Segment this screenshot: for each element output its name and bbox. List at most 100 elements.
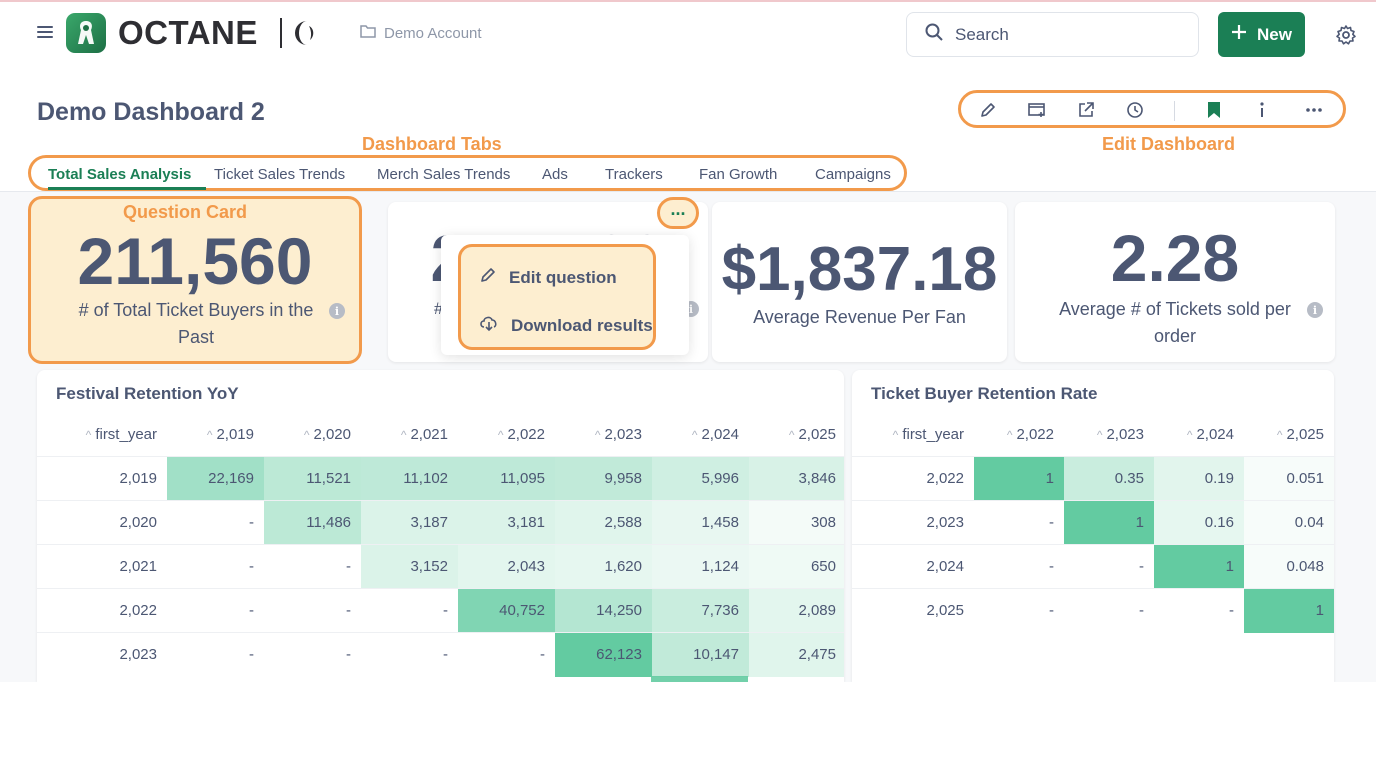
row-label[interactable]: 2,019: [119, 470, 157, 487]
row-label[interactable]: 2,023: [926, 514, 964, 531]
row-label[interactable]: 2,025: [926, 602, 964, 619]
festival-retention-card[interactable]: Festival Retention YoY ^ first_year ^ 2,019…: [37, 370, 844, 682]
share-icon[interactable]: [1075, 100, 1097, 120]
pencil-icon[interactable]: [977, 100, 999, 120]
column-header[interactable]: ^ 2,020: [264, 426, 351, 443]
column-header[interactable]: ^ 2,024: [652, 426, 739, 443]
column-header[interactable]: ^ 2,025: [1244, 426, 1324, 443]
table-cell[interactable]: 3,846: [749, 457, 844, 501]
column-header[interactable]: ^ 2,022: [458, 426, 545, 443]
question-card[interactable]: $1,837.18 Average Revenue Per Fan: [712, 202, 1007, 362]
table-cell[interactable]: 0.04: [1244, 501, 1334, 545]
row-label[interactable]: 2,020: [119, 514, 157, 531]
table-cell[interactable]: 2,588: [555, 501, 652, 545]
table-cell[interactable]: 22,169: [167, 457, 264, 501]
table-cell[interactable]: -: [540, 646, 545, 663]
row-label[interactable]: 2,022: [926, 470, 964, 487]
table-cell[interactable]: -: [249, 558, 254, 575]
table-cell[interactable]: -: [1049, 514, 1054, 531]
tab-fan-growth[interactable]: Fan Growth: [699, 166, 778, 183]
table-cell[interactable]: 0.35: [1064, 457, 1154, 501]
tab-total-sales-analysis[interactable]: Total Sales Analysis: [48, 166, 192, 183]
search-input[interactable]: Search: [906, 12, 1199, 57]
table-cell[interactable]: 5,996: [652, 457, 749, 501]
table-cell[interactable]: 62,123: [555, 633, 652, 677]
table-cell[interactable]: 1: [974, 457, 1064, 501]
table-cell[interactable]: 650: [749, 545, 844, 589]
table-cell[interactable]: -: [249, 646, 254, 663]
more-icon[interactable]: [1303, 100, 1325, 120]
column-header[interactable]: ^ 2,023: [555, 426, 642, 443]
info-icon[interactable]: [1251, 100, 1273, 120]
table-cell[interactable]: 0.19: [1154, 457, 1244, 501]
tab-trackers[interactable]: Trackers: [605, 166, 663, 183]
new-button[interactable]: New: [1218, 12, 1305, 57]
retention-rate-card[interactable]: Ticket Buyer Retention Rate ^ first_year ^…: [852, 370, 1334, 682]
table-cell[interactable]: 1,620: [555, 545, 652, 589]
info-icon[interactable]: i: [1307, 302, 1323, 318]
row-label[interactable]: 2,021: [119, 558, 157, 575]
table-cell[interactable]: 1,124: [652, 545, 749, 589]
table-cell[interactable]: -: [249, 602, 254, 619]
table-cell[interactable]: 11,521: [264, 457, 361, 501]
table-cell[interactable]: 11,102: [361, 457, 458, 501]
table-cell[interactable]: 2,089: [749, 589, 844, 633]
table-cell[interactable]: -: [249, 514, 254, 531]
table-cell[interactable]: 0.048: [1244, 545, 1334, 589]
table-cell[interactable]: 10,147: [652, 633, 749, 677]
table-cell[interactable]: -: [443, 602, 448, 619]
row-label[interactable]: 2,024: [926, 558, 964, 575]
tab-ticket-sales-trends[interactable]: Ticket Sales Trends: [214, 166, 346, 183]
table-cell[interactable]: -: [1139, 602, 1144, 619]
row-label[interactable]: 2,022: [119, 602, 157, 619]
table-cell[interactable]: 308: [749, 501, 844, 545]
table-cell[interactable]: 14,250: [555, 589, 652, 633]
table-cell[interactable]: 1: [1064, 501, 1154, 545]
breadcrumb[interactable]: Demo Account: [360, 24, 482, 42]
table-cell[interactable]: -: [1139, 558, 1144, 575]
table-cell[interactable]: 3,187: [361, 501, 458, 545]
edit-question-item[interactable]: Edit question: [479, 266, 617, 289]
column-header[interactable]: ^ first_year: [852, 426, 964, 443]
table-cell[interactable]: 3,152: [361, 545, 458, 589]
column-header[interactable]: ^ 2,021: [361, 426, 448, 443]
column-header[interactable]: ^ 2,024: [1154, 426, 1234, 443]
tab-merch-sales-trends[interactable]: Merch Sales Trends: [377, 166, 511, 183]
bookmark-icon[interactable]: [1203, 100, 1225, 120]
history-icon[interactable]: [1124, 100, 1146, 120]
table-cell[interactable]: -: [1049, 558, 1054, 575]
column-header[interactable]: ^ 2,025: [749, 426, 836, 443]
table-cell[interactable]: 0.16: [1154, 501, 1244, 545]
download-results-item[interactable]: Download results: [479, 314, 653, 337]
card-menu-button[interactable]: ...: [657, 197, 699, 229]
table-cell[interactable]: -: [443, 646, 448, 663]
table-cell[interactable]: 1: [1244, 589, 1334, 633]
table-cell[interactable]: 2,475: [749, 633, 844, 677]
table-cell[interactable]: -: [1229, 602, 1234, 619]
table-cell[interactable]: 40,752: [458, 589, 555, 633]
table-cell[interactable]: -: [346, 558, 351, 575]
table-cell[interactable]: 2,043: [458, 545, 555, 589]
column-header[interactable]: ^ 2,019: [167, 426, 254, 443]
subscription-icon[interactable]: [1026, 100, 1048, 120]
menu-icon[interactable]: [37, 26, 53, 40]
table-cell[interactable]: 9,958: [555, 457, 652, 501]
table-cell[interactable]: -: [1049, 602, 1054, 619]
question-card[interactable]: Question Card 211,560 # of Total Ticket …: [28, 196, 362, 364]
info-icon[interactable]: i: [329, 303, 345, 319]
gear-icon[interactable]: [1335, 24, 1357, 46]
question-card[interactable]: 2.28 Average # of Tickets sold per order…: [1015, 202, 1335, 362]
tab-ads[interactable]: Ads: [542, 166, 568, 183]
table-cell[interactable]: -: [346, 646, 351, 663]
table-cell[interactable]: 11,095: [458, 457, 555, 501]
row-label[interactable]: 2,023: [119, 646, 157, 663]
table-cell[interactable]: 7,736: [652, 589, 749, 633]
column-header[interactable]: ^ 2,023: [1064, 426, 1144, 443]
tab-campaigns[interactable]: Campaigns: [815, 166, 891, 183]
table-cell[interactable]: 1,458: [652, 501, 749, 545]
octane-logo-icon[interactable]: [66, 13, 106, 53]
table-cell[interactable]: -: [346, 602, 351, 619]
table-cell[interactable]: 11,486: [264, 501, 361, 545]
table-cell[interactable]: 0.051: [1244, 457, 1334, 501]
column-header[interactable]: ^ 2,022: [974, 426, 1054, 443]
